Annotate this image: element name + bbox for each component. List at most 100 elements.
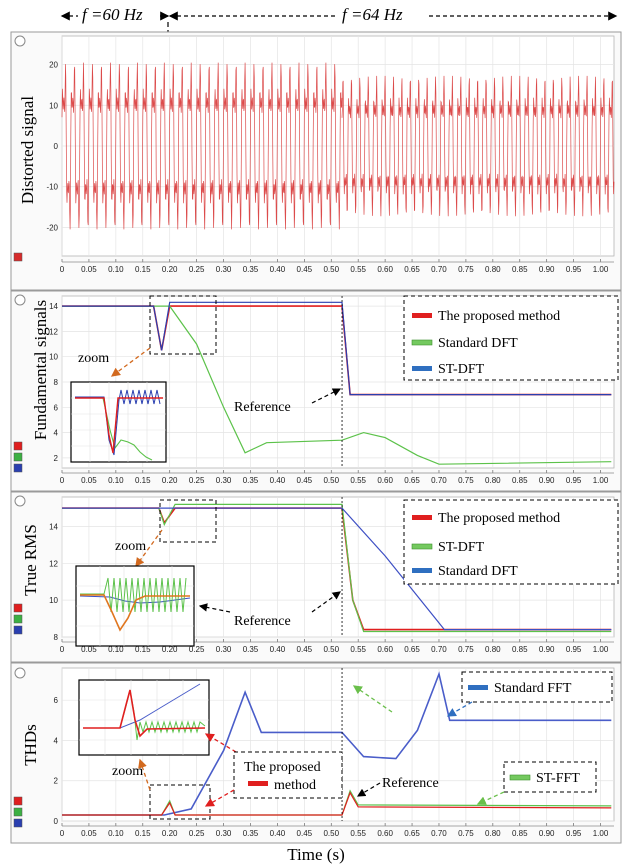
zoom-box (149, 295, 217, 355)
x-tick-label: 0.10 (108, 265, 124, 274)
y-tick-label: 0 (54, 817, 59, 826)
zoom-inset-curve-proposed (75, 397, 163, 454)
x-tick-label: 0.35 (243, 265, 259, 274)
legend-swatch (248, 781, 268, 786)
collapse-icon[interactable] (14, 35, 26, 47)
x-tick-label: 1.00 (593, 265, 609, 274)
reference-arrow (198, 603, 231, 613)
series-color-swatch (13, 614, 23, 624)
x-tick-label: 0.20 (162, 476, 178, 485)
collapse-icon[interactable] (14, 667, 26, 679)
x-tick-label: 0.35 (243, 829, 259, 838)
x-tick-label: 1.00 (593, 829, 609, 838)
x-tick-label: 0.40 (270, 265, 286, 274)
x-tick-label: 0.30 (216, 645, 232, 654)
reference-label: Reference (234, 614, 291, 629)
x-tick-label: 0.65 (404, 645, 420, 654)
x-tick-label: 0.55 (350, 265, 366, 274)
legend-label: ST-DFT (438, 362, 485, 377)
x-tick-label: 0.20 (162, 645, 178, 654)
reference-label: Reference (382, 776, 439, 791)
method-label: The proposed (244, 760, 321, 775)
x-tick-label: 0.60 (377, 476, 393, 485)
zoom-box (159, 499, 217, 543)
x-tick-label: 0.70 (431, 829, 447, 838)
x-tick-label: 0.60 (377, 265, 393, 274)
legend-swatch (412, 313, 432, 318)
x-tick-label: 0.85 (512, 265, 528, 274)
zoom-inset-curve-st (83, 689, 206, 741)
x-tick-label: 0.65 (404, 476, 420, 485)
fundamental-overlays: The proposed method Standard DFT ST-DFT … (70, 295, 619, 463)
x-tick-label: 0.10 (108, 829, 124, 838)
x-tick-label: 0.95 (566, 645, 582, 654)
zoom-label: zoom (112, 764, 143, 779)
legend-swatch (412, 568, 432, 573)
zoom-label: zoom (78, 351, 109, 366)
x-tick-label: 0.70 (431, 476, 447, 485)
zoom-inset-curve-st (80, 577, 187, 613)
x-tick-label: 0.10 (108, 645, 124, 654)
x-tick-label: 0.80 (485, 829, 501, 838)
x-tick-label: 0.90 (539, 829, 555, 838)
legend-label: The proposed method (438, 511, 560, 526)
collapse-icon[interactable] (14, 495, 26, 507)
y-tick-label: -10 (46, 183, 58, 192)
legend-label: Standard FFT (494, 681, 572, 696)
zoom-label: zoom (115, 539, 146, 554)
x-tick-label: 0.80 (485, 645, 501, 654)
legend-arrow (446, 701, 473, 717)
legend-label: ST-DFT (438, 540, 485, 555)
x-tick-label: 0.75 (458, 265, 474, 274)
x-tick-label: 0.40 (270, 829, 286, 838)
x-tick-label: 0.75 (458, 829, 474, 838)
x-tick-label: 0.50 (323, 265, 339, 274)
legend-arrow (352, 685, 393, 713)
series-color-swatch (13, 441, 23, 451)
zoom-arrow (138, 758, 151, 791)
y-tick-label: 4 (54, 429, 59, 438)
x-tick-label: 0.30 (216, 829, 232, 838)
x-tick-label: 1.00 (593, 645, 609, 654)
x-tick-label: 0.45 (297, 265, 313, 274)
y-tick-label: 20 (49, 61, 58, 70)
x-tick-label: 0.50 (323, 645, 339, 654)
x-tick-label: 0.90 (539, 645, 555, 654)
x-tick-label: 0.35 (243, 476, 259, 485)
y-tick-label: 10 (49, 353, 58, 362)
series-color-swatch (13, 796, 23, 806)
y-tick-label: 6 (54, 403, 59, 412)
legend-label: Standard DFT (438, 336, 518, 351)
x-tick-label: 0.70 (431, 645, 447, 654)
x-tick-label: 0.95 (566, 265, 582, 274)
x-tick-label: 0.40 (270, 476, 286, 485)
series-line-1 (62, 305, 612, 465)
method-arrow (204, 789, 235, 807)
series-color-swatch (13, 818, 23, 828)
x-tick-label: 0.50 (323, 476, 339, 485)
y-tick-label: 14 (49, 302, 58, 311)
zoom-inset-grid (79, 680, 209, 755)
rms-overlays: The proposed method ST-DFT Standard DFT … (75, 499, 619, 647)
collapse-icon[interactable] (14, 294, 26, 306)
legend-arrow (476, 791, 505, 805)
series-color-swatch (13, 603, 23, 613)
x-tick-label: 0.65 (404, 265, 420, 274)
x-tick-label: 0.80 (485, 265, 501, 274)
x-tick-label: 0.75 (458, 645, 474, 654)
series-color-swatch (13, 452, 23, 462)
series-color-swatch (13, 807, 23, 817)
x-tick-label: 0.95 (566, 476, 582, 485)
x-tick-label: 0 (60, 829, 65, 838)
x-tick-label: 0.80 (485, 476, 501, 485)
x-tick-label: 0.30 (216, 476, 232, 485)
x-tick-label: 0.45 (297, 476, 313, 485)
y-tick-label: 2 (54, 454, 59, 463)
y-tick-label: 12 (49, 559, 58, 568)
y-tick-label: -20 (46, 223, 58, 232)
method-label-box (233, 751, 343, 799)
series-line-2 (62, 507, 612, 631)
zoom-arrow (135, 529, 163, 568)
y-tick-label: 8 (54, 378, 59, 387)
y-tick-label: 14 (49, 522, 58, 531)
